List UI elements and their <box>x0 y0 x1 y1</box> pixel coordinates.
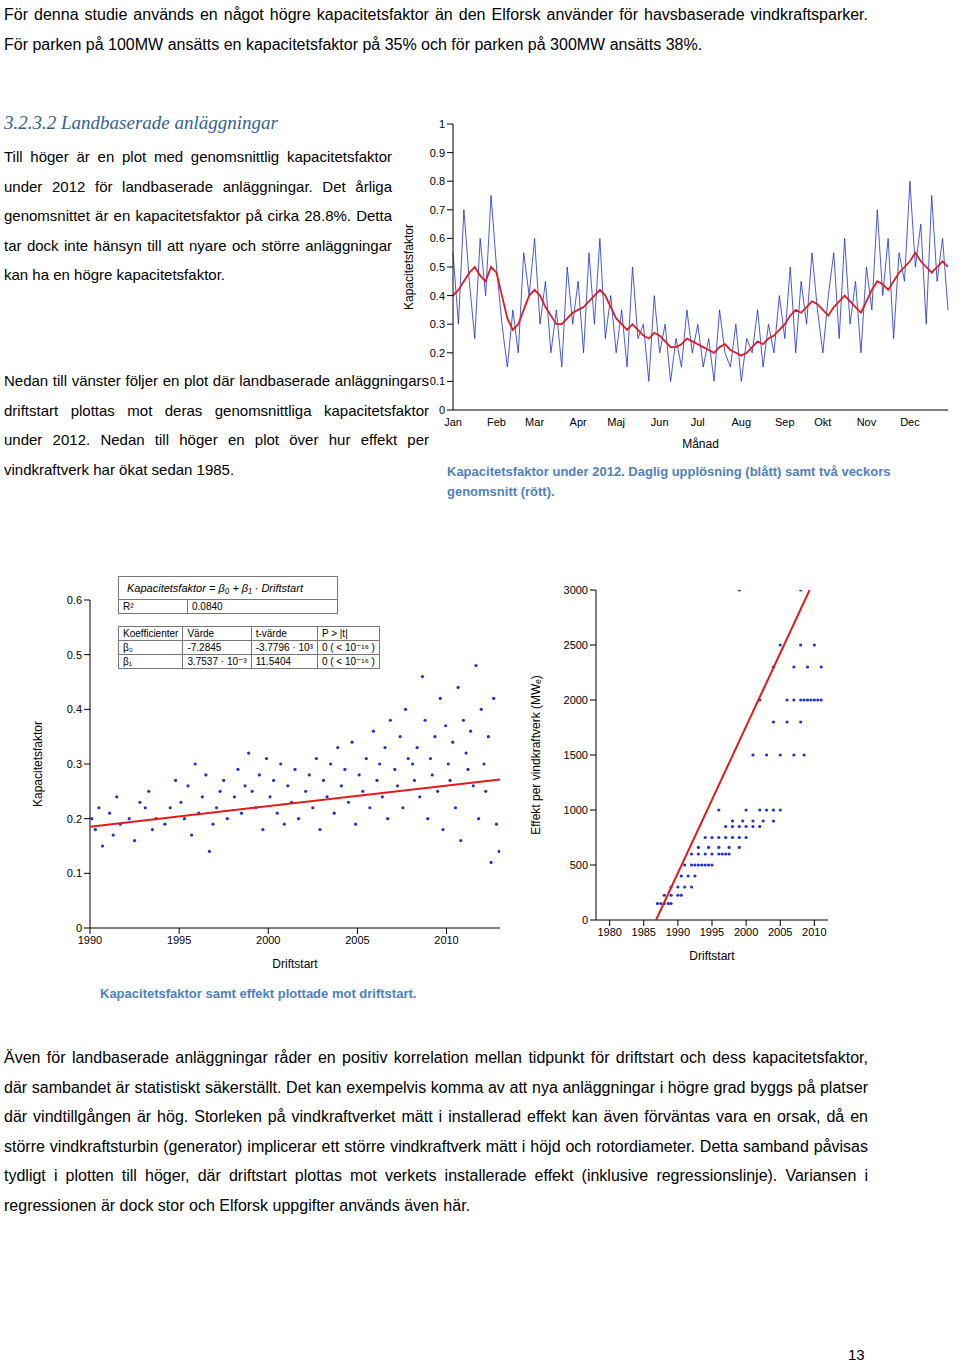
svg-text:Mar: Mar <box>525 416 544 428</box>
svg-text:1980: 1980 <box>597 926 621 938</box>
html-text:3.7537 · 10⁻³: 3.7537 · 10⁻³ <box>187 656 247 667</box>
svg-text:0.2: 0.2 <box>430 347 445 359</box>
svg-text:1: 1 <box>439 118 445 130</box>
svg-text:0.7: 0.7 <box>430 204 445 216</box>
html-text:t-värde: t-värde <box>255 628 287 639</box>
svg-text:Feb: Feb <box>487 416 506 428</box>
svg-text:2010: 2010 <box>434 934 458 946</box>
svg-text:Aug: Aug <box>732 416 752 428</box>
svg-text:1500: 1500 <box>564 749 588 761</box>
svg-text:1985: 1985 <box>632 926 656 938</box>
svg-text:Dec: Dec <box>900 416 920 428</box>
svg-text:Kapacitetsfaktor: Kapacitetsfaktor <box>31 721 45 807</box>
svg-text:2000: 2000 <box>734 926 758 938</box>
html-text:β₁: β₁ <box>123 656 133 667</box>
svg-text:0.8: 0.8 <box>430 175 445 187</box>
html-text:R²: R² <box>123 601 134 612</box>
html-text:-3.7796 · 10³: -3.7796 · 10³ <box>255 642 313 653</box>
svg-text:0.1: 0.1 <box>67 867 82 879</box>
svg-text:1000: 1000 <box>564 804 588 816</box>
svg-text:0: 0 <box>76 922 82 934</box>
svg-text:Driftstart: Driftstart <box>689 949 735 963</box>
svg-text:0: 0 <box>439 404 445 416</box>
html-text:Till höger är en plot med geno: Till höger är en plot med genomsnittlig … <box>4 148 392 283</box>
svg-text:Okt: Okt <box>814 416 831 428</box>
html-text:För denna studie används en nå: För denna studie används en något högre … <box>4 6 868 53</box>
html-text:0.0840: 0.0840 <box>192 601 223 612</box>
svg-text:2000: 2000 <box>256 934 280 946</box>
svg-text:Apr: Apr <box>570 416 587 428</box>
svg-text:1990: 1990 <box>666 926 690 938</box>
svg-text:Kapacitetsfaktor: Kapacitetsfaktor <box>402 224 416 310</box>
svg-text:2005: 2005 <box>345 934 369 946</box>
svg-text:2005: 2005 <box>768 926 792 938</box>
svg-text:0.5: 0.5 <box>430 261 445 273</box>
html-text:P > |t|: P > |t| <box>321 628 348 639</box>
svg-text:Jun: Jun <box>651 416 669 428</box>
html-text:Värde: Värde <box>187 628 215 639</box>
svg-text:0.4: 0.4 <box>430 290 445 302</box>
html-text:13: 13 <box>848 1346 865 1363</box>
svg-text:500: 500 <box>570 859 588 871</box>
svg-text:0.6: 0.6 <box>430 232 445 244</box>
html-text:Nedan till vänster följer en p: Nedan till vänster följer en plot där la… <box>4 372 429 478</box>
svg-text:0.4: 0.4 <box>67 703 82 715</box>
html-text:Även för landbaserade anläggni: Även för landbaserade anläggningar råder… <box>4 1049 868 1214</box>
html-text:Kapacitetsfaktor samt effekt p: Kapacitetsfaktor samt effekt plottade mo… <box>100 986 417 1001</box>
svg-text:1995: 1995 <box>167 934 191 946</box>
svg-text:3000: 3000 <box>564 584 588 596</box>
svg-text:0.6: 0.6 <box>67 594 82 606</box>
svg-text:0: 0 <box>582 914 588 926</box>
svg-text:0.9: 0.9 <box>430 147 445 159</box>
svg-text:0.3: 0.3 <box>67 758 82 770</box>
svg-text:Jul: Jul <box>691 416 705 428</box>
svg-text:0.2: 0.2 <box>67 813 82 825</box>
html-text:0 ( < 10⁻¹⁶ ): 0 ( < 10⁻¹⁶ ) <box>321 642 375 653</box>
html-text:3.2.3.2 Landbaserade anläggnin: 3.2.3.2 Landbaserade anläggningar <box>4 112 278 133</box>
html-text:11.5404: 11.5404 <box>255 656 291 667</box>
svg-text:2500: 2500 <box>564 639 588 651</box>
svg-text:2000: 2000 <box>564 694 588 706</box>
svg-text:0.5: 0.5 <box>67 649 82 661</box>
svg-text:Sep: Sep <box>775 416 795 428</box>
html-text:Kapacitetsfaktor under 2012. D: Kapacitetsfaktor under 2012. Daglig uppl… <box>447 464 891 499</box>
html-text:β₀: β₀ <box>123 642 133 653</box>
html-text:0 ( < 10⁻¹⁶ ): 0 ( < 10⁻¹⁶ ) <box>321 656 375 667</box>
svg-text:Nov: Nov <box>857 416 877 428</box>
svg-text:0.1: 0.1 <box>430 375 445 387</box>
svg-text:Effekt per vindkraftverk (MWₑ): Effekt per vindkraftverk (MWₑ) <box>529 675 543 835</box>
svg-text:Jan: Jan <box>444 416 462 428</box>
svg-text:Månad: Månad <box>682 437 719 451</box>
svg-text:Driftstart: Driftstart <box>272 957 318 971</box>
svg-text:Maj: Maj <box>607 416 625 428</box>
html-text:Kapacitetsfaktor = β₀ + β₁ · D: Kapacitetsfaktor = β₀ + β₁ · Driftstart <box>127 582 303 594</box>
svg-text:0.3: 0.3 <box>430 318 445 330</box>
svg-text:2010: 2010 <box>802 926 826 938</box>
svg-text:1995: 1995 <box>700 926 724 938</box>
svg-text:1990: 1990 <box>78 934 102 946</box>
html-text:-7.2845: -7.2845 <box>187 642 222 653</box>
html-text:Koefficienter: Koefficienter <box>123 628 179 639</box>
